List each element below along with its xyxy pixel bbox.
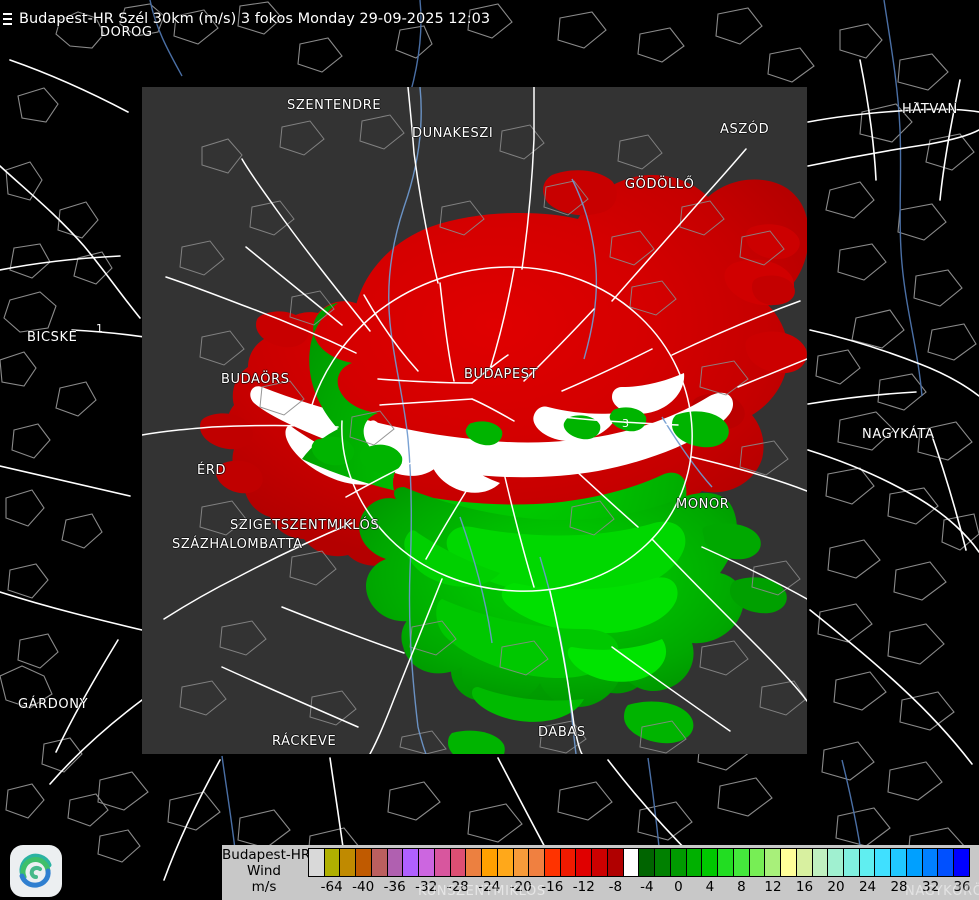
color-bar-cell: [669, 849, 686, 876]
color-bar-cell: [528, 849, 545, 876]
svg-text:3: 3: [622, 417, 629, 430]
admin-boundaries: [0, 1, 979, 867]
overlay-label-kunszentmiklos: KUNSZENTMIKLÓS: [418, 884, 546, 899]
legend-subtitle: Wind: [247, 863, 281, 879]
color-bar-tick-label: 28: [890, 879, 908, 895]
color-bar-tick-label: -20: [509, 879, 532, 895]
color-bar-cell: [559, 849, 576, 876]
color-bar-cell: [591, 849, 607, 876]
color-bar-tick-label: 0: [674, 879, 683, 895]
color-bar-cell: [638, 849, 655, 876]
color-bar-cell: [937, 849, 954, 876]
color-bar-cell: [433, 849, 450, 876]
color-bar[interactable]: [308, 848, 970, 877]
color-bar-cell: [811, 849, 828, 876]
color-bar-tick-label: -32: [415, 879, 438, 895]
color-bar-cell: [921, 849, 938, 876]
color-bar-cell: [858, 849, 875, 876]
color-bar-cell: [370, 849, 387, 876]
svg-text:1: 1: [96, 322, 103, 335]
color-bar-tick-label: 16: [795, 879, 814, 895]
color-bar-tick-label: -12: [572, 879, 595, 895]
color-bar-cell: [575, 849, 592, 876]
color-bar-tick-label: 20: [827, 879, 845, 895]
radar-echo-positive: [302, 303, 787, 754]
road-shield-labels: 1 3: [96, 100, 920, 335]
color-bar-cell: [339, 849, 356, 876]
color-bar-tick-label: 24: [858, 879, 877, 895]
color-bar-tick-label: 12: [764, 879, 782, 895]
color-bar-tick-label: -4: [640, 879, 654, 895]
color-bar-cell: [827, 849, 843, 876]
color-bar-cell: [654, 849, 670, 876]
color-bar-cell: [418, 849, 434, 876]
color-bar-cell: [685, 849, 702, 876]
color-bar-cell: [512, 849, 529, 876]
page-title: Budapest-HR Szél 30km (m/s) 3 fokos Mond…: [19, 10, 491, 27]
color-bar-cell: [449, 849, 466, 876]
color-bar-cell: [874, 849, 891, 876]
color-bar-tick-label: 36: [953, 879, 971, 895]
color-bar-cell: [764, 849, 781, 876]
legend-unit: m/s: [251, 879, 277, 895]
color-bar-tick-label: -28: [446, 879, 469, 895]
color-bar-cell: [544, 849, 560, 876]
color-bar-cell: [309, 849, 324, 876]
road-shield-labels-radar: 3: [622, 417, 629, 430]
color-bar-cell: [481, 849, 497, 876]
color-bar-ticks: -64 -40 -36 -32 -28 -24 -20 -16 -12 -8 -4 0 4 8 12 16 20…: [308, 879, 971, 899]
color-bar-cell: [496, 849, 513, 876]
color-bar-tick-label: -8: [608, 879, 623, 895]
color-bar-cell: [701, 849, 718, 876]
color-bar-cell: [890, 849, 906, 876]
color-bar-cell: [748, 849, 765, 876]
overlay-label-nagykoros: NAGYKŐRÖS: [905, 884, 979, 899]
color-bar-tick-label: 4: [705, 879, 715, 895]
color-bar-cell: [606, 849, 623, 876]
color-bar-tick-label: -40: [352, 879, 375, 895]
hamburger-icon[interactable]: [2, 11, 14, 27]
color-bar-cell: [323, 849, 340, 876]
roads-radar: [142, 87, 807, 754]
color-bar-tick-label: -16: [541, 879, 564, 895]
svg-text:3: 3: [913, 100, 920, 113]
color-bar-cell: [622, 849, 639, 876]
color-bar-cell: [465, 849, 482, 876]
legend-caption: Budapest-HR Wind m/s: [222, 847, 311, 895]
color-bar-cell: [842, 849, 859, 876]
radar-echo-layer: 3: [142, 87, 807, 754]
color-bar-cell: [953, 849, 969, 876]
cyclone-icon: [19, 853, 52, 888]
cyclone-logo[interactable]: [10, 845, 62, 897]
legend-title: Budapest-HR: [222, 847, 311, 863]
color-bar-cell: [386, 849, 403, 876]
color-bar-tick-label: -64: [320, 879, 343, 895]
color-bar-cell: [717, 849, 733, 876]
color-bar-cell: [905, 849, 922, 876]
color-bar-tick-label: 32: [922, 879, 940, 895]
color-bar-cell: [355, 849, 371, 876]
color-bar-cell: [402, 849, 419, 876]
color-bar-tick-label: -24: [478, 879, 501, 895]
color-bar-tick-label: -36: [383, 879, 406, 895]
color-scale-legend[interactable]: Budapest-HR Wind m/s -64 -40 -36 -32 -28 -24-…: [222, 845, 979, 900]
color-bar-cell: [732, 849, 749, 876]
color-bar-cell: [780, 849, 796, 876]
color-bar-tick-label: 8: [737, 879, 746, 895]
title-bar: Budapest-HR Szél 30km (m/s) 3 fokos Mond…: [0, 9, 490, 29]
radar-domain-box[interactable]: 3: [142, 87, 807, 754]
color-bar-cell: [795, 849, 812, 876]
